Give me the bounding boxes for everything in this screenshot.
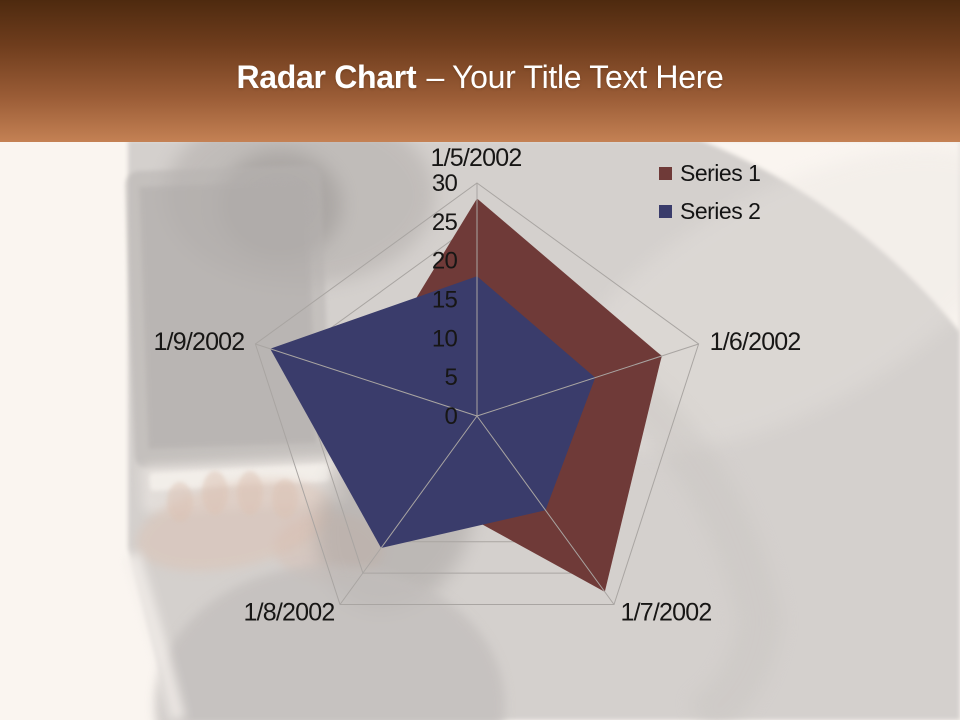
axis-label: 1/5/2002 (431, 144, 522, 172)
radar-axis-spoke (476, 415, 615, 605)
legend-item-series-2[interactable]: Series 2 (659, 198, 761, 224)
edge-highlight-shape (124, 552, 186, 720)
axis-label: 1/6/2002 (710, 328, 801, 356)
slide-title[interactable]: Radar Chart – Your Title Text Here (236, 0, 723, 95)
series-2-polygon[interactable] (270, 276, 596, 548)
axis-label: 1/8/2002 (244, 599, 335, 627)
slide-title-prefix: Radar Chart (236, 59, 417, 95)
slide-title-bar: Radar Chart – Your Title Text Here (0, 0, 960, 142)
radar-axis-spoke (476, 343, 699, 417)
legend-label: Series 2 (680, 198, 761, 224)
axis-label: 1/9/2002 (153, 328, 244, 356)
legend-label: Series 1 (680, 160, 761, 186)
tick-label: 15 (432, 287, 458, 314)
radar-axis-spoke (339, 415, 478, 605)
tick-label: 0 (444, 403, 457, 430)
chart-legend: Series 1 Series 2 (659, 160, 761, 238)
tick-label: 5 (444, 364, 457, 391)
legend-item-series-1[interactable]: Series 1 (659, 160, 761, 186)
legend-swatch-icon (659, 167, 672, 180)
slide-title-suffix: – Your Title Text Here (426, 59, 724, 95)
tick-label: 20 (432, 248, 458, 275)
tick-label: 10 (432, 325, 458, 352)
tick-label: 25 (432, 209, 458, 236)
tick-label: 30 (432, 170, 458, 197)
axis-label: 1/7/2002 (621, 599, 712, 627)
legend-swatch-icon (659, 205, 672, 218)
radar-grid-ring (254, 182, 700, 605)
radar-axis-spoke (255, 343, 478, 417)
knee-shape (155, 565, 505, 720)
laptop-screen-shape (125, 165, 331, 469)
shoulder-highlight-shape (563, 147, 960, 453)
